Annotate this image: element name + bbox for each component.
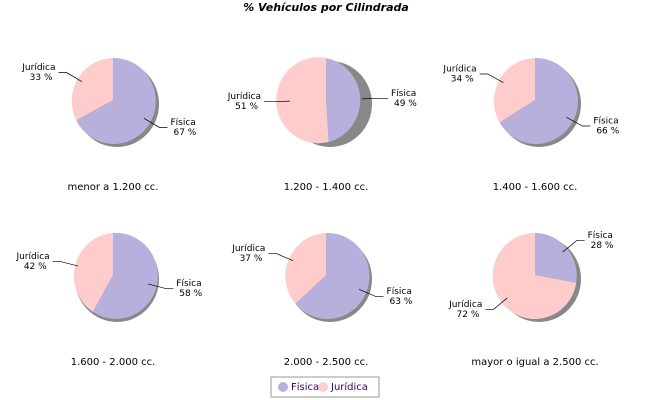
pie-slice — [92, 232, 158, 319]
legend-marker — [318, 382, 328, 392]
leader-line — [479, 73, 504, 83]
pie-slice — [326, 58, 361, 142]
slice-label: Jurídica — [15, 252, 49, 262]
slice-value: 51 % — [235, 102, 258, 112]
slice-label: Jurídica — [227, 92, 261, 102]
slice-value: 66 % — [596, 127, 619, 137]
pie-slice — [76, 57, 156, 144]
leader-line — [562, 240, 585, 253]
slice-value: 37 % — [240, 254, 263, 264]
leader-line — [268, 253, 294, 262]
slice-value: 28 % — [591, 241, 614, 251]
slice-label: Jurídica — [21, 63, 55, 73]
pie-title: 1.600 - 2.000 cc. — [71, 357, 156, 368]
pie-title: menor a 1.200 cc. — [68, 182, 159, 193]
leader-line — [358, 288, 384, 297]
slice-value: 72 % — [457, 310, 480, 320]
slice-label: Jurídica — [448, 300, 482, 310]
legend-label: Jurídica — [330, 381, 368, 393]
slice-label: Jurídica — [231, 244, 265, 254]
pie-title: 1.200 - 1.400 cc. — [284, 182, 369, 193]
leader-line — [264, 100, 291, 103]
slice-label: Física — [588, 231, 613, 241]
pie-slice — [535, 233, 577, 283]
slice-label: Física — [391, 89, 416, 99]
pie-title: mayor o igual a 2.500 cc. — [471, 357, 598, 368]
legend-label: Física — [291, 381, 319, 393]
pie-title: 1.400 - 1.600 cc. — [493, 182, 578, 193]
pie-title: 2.000 - 2.500 cc. — [284, 357, 369, 368]
leader-line — [52, 261, 79, 267]
chart-title: % Vehículos por Cilindrada — [243, 1, 409, 14]
leader-line — [143, 118, 168, 128]
pie-slice — [499, 57, 578, 144]
pie-slice — [285, 233, 326, 304]
leader-line — [361, 97, 388, 100]
leader-line — [485, 297, 508, 310]
leader-line — [58, 72, 83, 82]
slice-value: 67 % — [173, 128, 196, 138]
pie-slice — [493, 58, 535, 123]
leader-line — [147, 283, 174, 289]
slice-value: 58 % — [179, 289, 202, 299]
slice-label: Física — [387, 287, 412, 297]
slice-label: Física — [593, 117, 618, 127]
slice-label: Física — [170, 118, 195, 128]
pie-slice — [295, 232, 370, 319]
pie-slice — [492, 232, 577, 319]
slice-label: Física — [176, 279, 201, 289]
slice-value: 33 % — [30, 73, 53, 83]
slice-value: 42 % — [24, 262, 47, 272]
pie-slice — [276, 57, 329, 144]
slice-label: Jurídica — [442, 64, 476, 74]
slice-value: 34 % — [451, 74, 474, 84]
slice-value: 63 % — [390, 297, 413, 307]
pie-slice — [71, 58, 113, 121]
leader-line — [566, 117, 591, 127]
slice-value: 49 % — [394, 99, 417, 109]
pie-slice — [73, 233, 113, 312]
legend-marker — [278, 382, 288, 392]
